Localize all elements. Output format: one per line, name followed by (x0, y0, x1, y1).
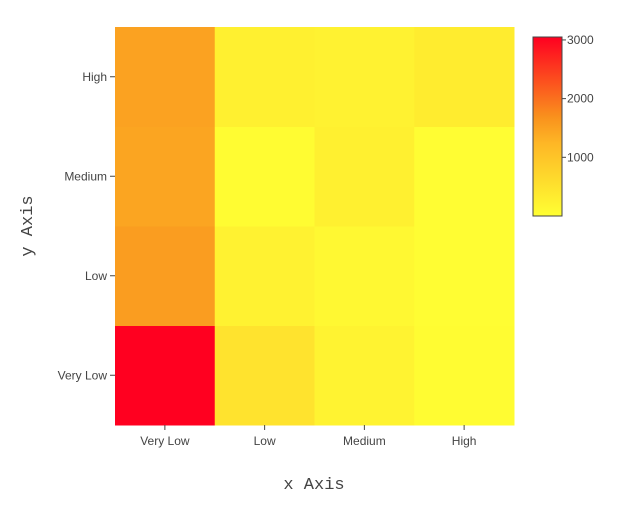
y-axis-ticks: Very Low Low Medium High (58, 70, 115, 382)
colorbar-ticks: 1000 2000 3000 (562, 33, 594, 164)
heatmap-cell-3-1 (214, 27, 315, 127)
x-axis-ticks: Very Low Low Medium High (140, 425, 476, 448)
heatmap-cell-3-3 (414, 27, 515, 127)
colorbar-tick-label: 3000 (567, 33, 594, 47)
heatmap-cell-2-3 (414, 126, 515, 227)
heatmap-cell-3-2 (314, 27, 415, 127)
heatmap-cell-0-2 (314, 325, 415, 426)
heatmap-cell-2-2 (314, 126, 415, 227)
x-tick-label: High (452, 434, 477, 448)
heatmap-cell-1-2 (314, 226, 415, 326)
heatmap-cell-1-0 (115, 226, 216, 326)
heatmap-cell-2-1 (214, 126, 315, 227)
heatmap-cell-0-0 (115, 325, 216, 426)
colorbar-tick-label: 2000 (567, 92, 594, 106)
y-tick-label: Medium (64, 169, 107, 183)
y-tick-label: Very Low (58, 368, 108, 382)
heatmap-cell-2-0 (115, 126, 216, 227)
colorbar: 1000 2000 3000 (532, 33, 594, 217)
heatmap-cell-3-0 (115, 27, 216, 127)
colorbar-gradient (532, 36, 563, 217)
y-tick-label: High (82, 70, 107, 84)
y-axis-title: y Axis (19, 195, 38, 256)
heatmap-cells (115, 27, 515, 426)
heatmap-cell-1-3 (414, 226, 515, 326)
x-tick-label: Very Low (140, 434, 190, 448)
x-tick-label: Low (254, 434, 276, 448)
y-tick-label: Low (85, 269, 107, 283)
colorbar-tick-label: 1000 (567, 150, 594, 164)
heatmap-cell-1-1 (214, 226, 315, 326)
heatmap-cell-0-3 (414, 325, 515, 426)
x-axis-title: x Axis (283, 476, 344, 495)
heatmap-cell-0-1 (214, 325, 315, 426)
x-tick-label: Medium (343, 434, 386, 448)
